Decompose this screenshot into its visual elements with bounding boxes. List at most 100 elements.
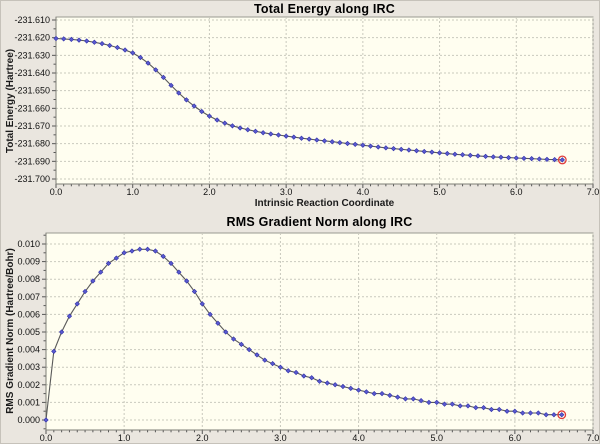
data-point-marker[interactable] — [306, 136, 312, 142]
data-point-marker[interactable] — [449, 401, 455, 407]
data-point-marker[interactable] — [269, 361, 276, 367]
data-point-marker[interactable] — [324, 380, 330, 386]
data-point-marker[interactable] — [74, 301, 80, 307]
data-point-marker[interactable] — [434, 399, 440, 406]
data-point-marker[interactable] — [429, 149, 435, 155]
data-point-marker[interactable] — [68, 36, 74, 43]
data-point-marker[interactable] — [301, 373, 307, 379]
data-point-marker[interactable] — [513, 155, 519, 161]
data-point-marker[interactable] — [206, 113, 213, 119]
data-point-marker[interactable] — [383, 145, 389, 151]
data-point-marker[interactable] — [129, 248, 135, 254]
data-point-marker[interactable] — [176, 90, 182, 96]
data-point-marker[interactable] — [390, 145, 397, 152]
data-point-marker[interactable] — [406, 147, 412, 153]
data-point-marker[interactable] — [121, 250, 127, 256]
data-point-marker[interactable] — [363, 389, 370, 395]
data-point-marker[interactable] — [452, 151, 458, 157]
data-point-marker[interactable] — [475, 153, 481, 159]
data-point-marker[interactable] — [283, 133, 289, 139]
data-point-marker[interactable] — [398, 146, 404, 152]
data-point-marker[interactable] — [559, 157, 565, 163]
data-point-marker[interactable] — [512, 408, 518, 414]
data-point-marker[interactable] — [457, 403, 463, 409]
data-point-marker[interactable] — [314, 137, 320, 143]
data-point-marker[interactable] — [360, 142, 366, 148]
data-point-marker[interactable] — [153, 67, 159, 73]
data-point-marker[interactable] — [465, 403, 471, 409]
data-point-marker[interactable] — [113, 255, 119, 261]
data-point-marker[interactable] — [145, 60, 151, 66]
data-point-marker[interactable] — [291, 134, 297, 140]
data-point-marker[interactable] — [544, 156, 550, 163]
data-point-marker[interactable] — [490, 154, 496, 160]
data-point-marker[interactable] — [298, 135, 305, 141]
data-point-marker[interactable] — [99, 41, 105, 47]
data-point-marker[interactable] — [344, 140, 351, 147]
data-point-marker[interactable] — [352, 141, 358, 147]
data-point-marker[interactable] — [348, 385, 354, 391]
data-point-marker[interactable] — [329, 139, 335, 145]
data-point-marker[interactable] — [535, 410, 541, 416]
data-point-marker[interactable] — [496, 406, 502, 413]
data-point-marker[interactable] — [183, 97, 190, 103]
data-point-marker[interactable] — [551, 412, 557, 418]
data-point-marker[interactable] — [436, 150, 443, 156]
data-point-marker[interactable] — [168, 260, 174, 266]
data-point-marker[interactable] — [84, 38, 90, 44]
data-point-marker[interactable] — [82, 288, 88, 295]
data-point-marker[interactable] — [76, 37, 82, 43]
data-point-marker[interactable] — [245, 127, 251, 133]
data-point-marker[interactable] — [488, 406, 495, 413]
data-point-marker[interactable] — [53, 35, 59, 42]
data-point-marker[interactable] — [275, 132, 282, 138]
data-point-marker[interactable] — [402, 396, 409, 402]
data-point-marker[interactable] — [152, 248, 159, 254]
data-point-marker[interactable] — [262, 357, 268, 363]
data-point-marker[interactable] — [51, 348, 57, 354]
data-point-marker[interactable] — [504, 408, 510, 414]
data-point-marker[interactable] — [459, 152, 466, 158]
data-point-marker[interactable] — [355, 387, 362, 393]
data-point-marker[interactable] — [90, 278, 96, 284]
data-point-marker[interactable] — [91, 39, 97, 45]
data-point-marker[interactable] — [473, 405, 479, 411]
data-point-marker[interactable] — [379, 390, 385, 397]
data-point-marker[interactable] — [309, 375, 315, 381]
data-point-marker[interactable] — [168, 82, 174, 88]
data-point-marker[interactable] — [144, 246, 151, 252]
data-point-marker[interactable] — [413, 148, 420, 154]
data-point-marker[interactable] — [214, 117, 220, 123]
data-point-marker[interactable] — [229, 123, 236, 129]
data-point-marker[interactable] — [367, 143, 374, 149]
data-point-marker[interactable] — [521, 155, 527, 161]
data-point-marker[interactable] — [246, 346, 252, 353]
data-point-marker[interactable] — [340, 383, 346, 390]
data-point-marker[interactable] — [260, 130, 266, 136]
data-point-marker[interactable] — [375, 144, 381, 150]
data-point-marker[interactable] — [191, 103, 197, 109]
data-point-marker[interactable] — [467, 152, 473, 158]
data-point-marker[interactable] — [207, 311, 213, 318]
data-point-marker[interactable] — [105, 260, 112, 266]
data-point-marker[interactable] — [130, 50, 136, 56]
data-point-marker[interactable] — [160, 253, 166, 259]
data-point-marker[interactable] — [480, 405, 487, 411]
data-point-marker[interactable] — [114, 44, 120, 51]
data-point-marker[interactable] — [98, 269, 104, 275]
data-point-marker[interactable] — [482, 153, 489, 160]
data-point-marker[interactable] — [184, 278, 190, 284]
data-point-marker[interactable] — [520, 410, 526, 416]
data-point-marker[interactable] — [66, 313, 73, 319]
data-point-marker[interactable] — [43, 417, 49, 423]
data-point-marker[interactable] — [337, 139, 343, 146]
data-point-marker[interactable] — [215, 320, 221, 326]
data-point-marker[interactable] — [107, 42, 113, 49]
data-point-marker[interactable] — [421, 148, 427, 155]
data-point-marker[interactable] — [316, 378, 323, 384]
data-point-marker[interactable] — [285, 368, 291, 374]
data-point-marker[interactable] — [293, 369, 299, 376]
data-point-marker[interactable] — [254, 352, 260, 358]
data-point-marker[interactable] — [137, 246, 143, 252]
data-point-marker[interactable] — [268, 131, 274, 137]
